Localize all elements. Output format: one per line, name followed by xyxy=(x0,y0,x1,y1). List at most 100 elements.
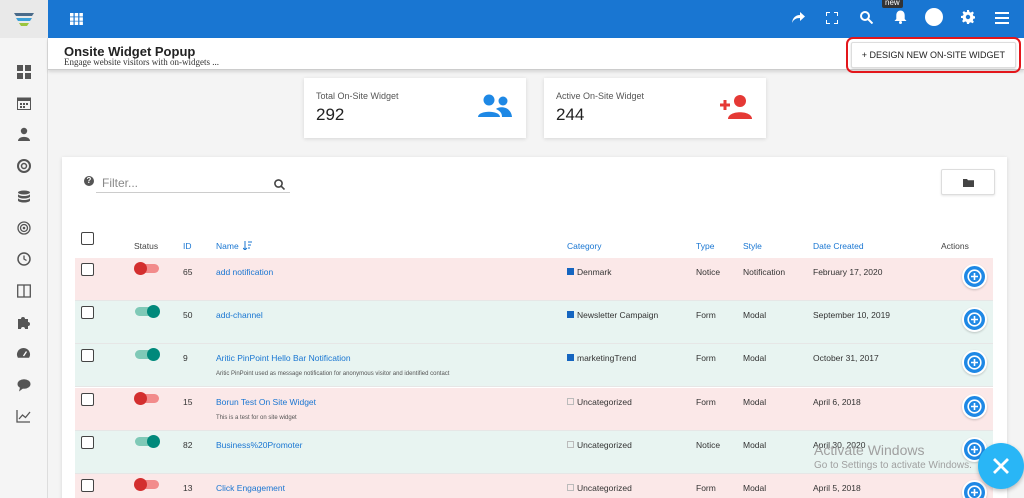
col-category[interactable]: Category xyxy=(567,241,602,251)
row-action-button[interactable] xyxy=(962,393,987,419)
search-icon[interactable] xyxy=(856,10,876,28)
row-checkbox[interactable] xyxy=(81,349,94,363)
row-checkbox[interactable] xyxy=(81,263,94,276)
category-marker xyxy=(567,268,574,275)
category-label: Uncategorized xyxy=(577,396,632,407)
contacts-icon[interactable] xyxy=(0,119,48,150)
app-logo[interactable] xyxy=(0,0,48,38)
widget-name-link[interactable]: Business%20Promoter xyxy=(216,439,303,450)
col-date-created[interactable]: Date Created xyxy=(813,241,864,251)
status-toggle[interactable] xyxy=(134,478,159,491)
columns-icon[interactable] xyxy=(0,275,48,306)
row-action-button[interactable] xyxy=(962,264,987,289)
status-toggle[interactable] xyxy=(134,262,159,275)
table-row[interactable]: 82 Business%20Promoter Uncategorized Notice… xyxy=(75,430,993,474)
col-style[interactable]: Style xyxy=(743,241,762,251)
category-marker xyxy=(567,311,574,319)
row-action-button[interactable] xyxy=(962,350,987,376)
bell-icon[interactable]: new xyxy=(882,0,910,28)
plus-circle-icon xyxy=(967,312,982,327)
widget-name-link[interactable]: Click Engagement xyxy=(216,483,285,493)
dashboard-icon[interactable] xyxy=(0,56,48,87)
category-label: Uncategorized xyxy=(577,483,632,493)
table-row[interactable]: 9 Aritic PinPoint Hello Bar Notification A… xyxy=(75,344,993,388)
table-row[interactable]: 50 add-channel Newsletter Campaign Form Moda… xyxy=(75,301,993,345)
row-name-cell: Business%20Promoter xyxy=(216,440,546,450)
support-icon[interactable] xyxy=(0,150,48,181)
status-toggle[interactable] xyxy=(134,391,159,405)
row-date: September 10, 2019 xyxy=(813,310,891,321)
row-type: Notice xyxy=(696,267,721,277)
row-type: Form xyxy=(696,353,716,364)
close-fab-button[interactable] xyxy=(978,443,1024,489)
table-row[interactable]: 13 Click Engagement Uncategorized Form Modal… xyxy=(75,474,993,498)
row-category: Uncategorized xyxy=(567,483,632,493)
chat-icon[interactable] xyxy=(0,369,48,400)
table-row[interactable]: 65 add notification Denmark Notice Notificat… xyxy=(75,258,993,301)
status-toggle[interactable] xyxy=(135,305,160,319)
menu-icon[interactable] xyxy=(992,11,1012,28)
row-date: February 17, 2020 xyxy=(813,267,883,277)
category-label: Uncategorized xyxy=(577,439,632,450)
gear-icon[interactable] xyxy=(958,10,978,28)
clock-icon[interactable] xyxy=(0,244,48,275)
row-category: marketingTrend xyxy=(567,353,636,363)
database-icon[interactable] xyxy=(0,181,48,212)
status-toggle[interactable] xyxy=(135,348,160,362)
widget-name-link[interactable]: Aritic PinPoint Hello Bar Notification xyxy=(216,353,351,364)
widget-name-link[interactable]: add notification xyxy=(216,267,274,277)
trend-chart-icon[interactable] xyxy=(0,400,48,431)
user-avatar[interactable] xyxy=(924,8,944,30)
col-type[interactable]: Type xyxy=(696,241,715,251)
widget-name-link[interactable]: add-channel xyxy=(216,310,263,321)
search-icon[interactable] xyxy=(274,177,286,195)
stat-value: 292 xyxy=(316,105,345,124)
logo-icon xyxy=(14,13,34,26)
row-action-button[interactable] xyxy=(962,307,987,333)
col-id[interactable]: ID xyxy=(183,241,192,251)
row-date: April 5, 2018 xyxy=(813,483,861,493)
widgets-table-panel: ? Status ID Name Category Type Style Dat… xyxy=(62,157,1007,498)
row-name-cell: Click Engagement xyxy=(216,483,546,493)
calendar-icon[interactable] xyxy=(0,87,48,118)
col-name[interactable]: Name xyxy=(216,241,253,251)
help-icon[interactable]: ? xyxy=(84,176,94,186)
row-checkbox[interactable] xyxy=(81,306,94,320)
category-label: marketingTrend xyxy=(577,353,637,364)
row-category: Uncategorized xyxy=(567,440,632,450)
user-plus-icon xyxy=(716,94,752,125)
col-name-label: Name xyxy=(216,241,239,251)
row-style: Notification xyxy=(743,267,786,277)
row-action-button[interactable] xyxy=(962,480,987,498)
page-title: Onsite Widget Popup xyxy=(64,44,196,59)
fullscreen-icon[interactable] xyxy=(822,10,842,28)
target-icon[interactable] xyxy=(0,212,48,243)
puzzle-icon[interactable] xyxy=(0,306,48,337)
select-all-checkbox[interactable] xyxy=(81,232,94,245)
row-checkbox[interactable] xyxy=(81,479,94,492)
page-header: Onsite Widget Popup Engage website visit… xyxy=(48,37,1024,73)
filter-input[interactable] xyxy=(96,173,290,193)
active-widgets-card: Active On-Site Widget 244 xyxy=(544,78,766,138)
grid-icon[interactable] xyxy=(70,12,83,30)
table-row[interactable]: 15 Borun Test On Site Widget This is a tes… xyxy=(75,387,993,431)
status-toggle[interactable] xyxy=(135,434,160,448)
widget-name-link[interactable]: Borun Test On Site Widget xyxy=(216,396,317,407)
plus-circle-icon xyxy=(967,398,982,414)
watermark-subtitle: Go to Settings to activate Windows. xyxy=(814,460,972,471)
share-icon[interactable] xyxy=(788,11,808,28)
folder-icon xyxy=(962,178,974,187)
row-id: 50 xyxy=(183,310,193,321)
row-checkbox[interactable] xyxy=(81,392,94,406)
row-id: 15 xyxy=(183,396,193,407)
stat-value: 244 xyxy=(556,105,585,124)
design-new-widget-button[interactable]: + DESIGN NEW ON-SITE WIDGET xyxy=(845,37,1022,73)
gauge-icon[interactable] xyxy=(0,338,48,369)
plus-circle-icon xyxy=(967,485,982,498)
category-label: Newsletter Campaign xyxy=(577,310,659,321)
row-category: Uncategorized xyxy=(567,397,632,407)
total-widgets-card: Total On-Site Widget 292 xyxy=(304,78,526,138)
folder-button[interactable] xyxy=(941,169,995,195)
row-style: Modal xyxy=(743,483,767,493)
row-checkbox[interactable] xyxy=(81,435,94,449)
